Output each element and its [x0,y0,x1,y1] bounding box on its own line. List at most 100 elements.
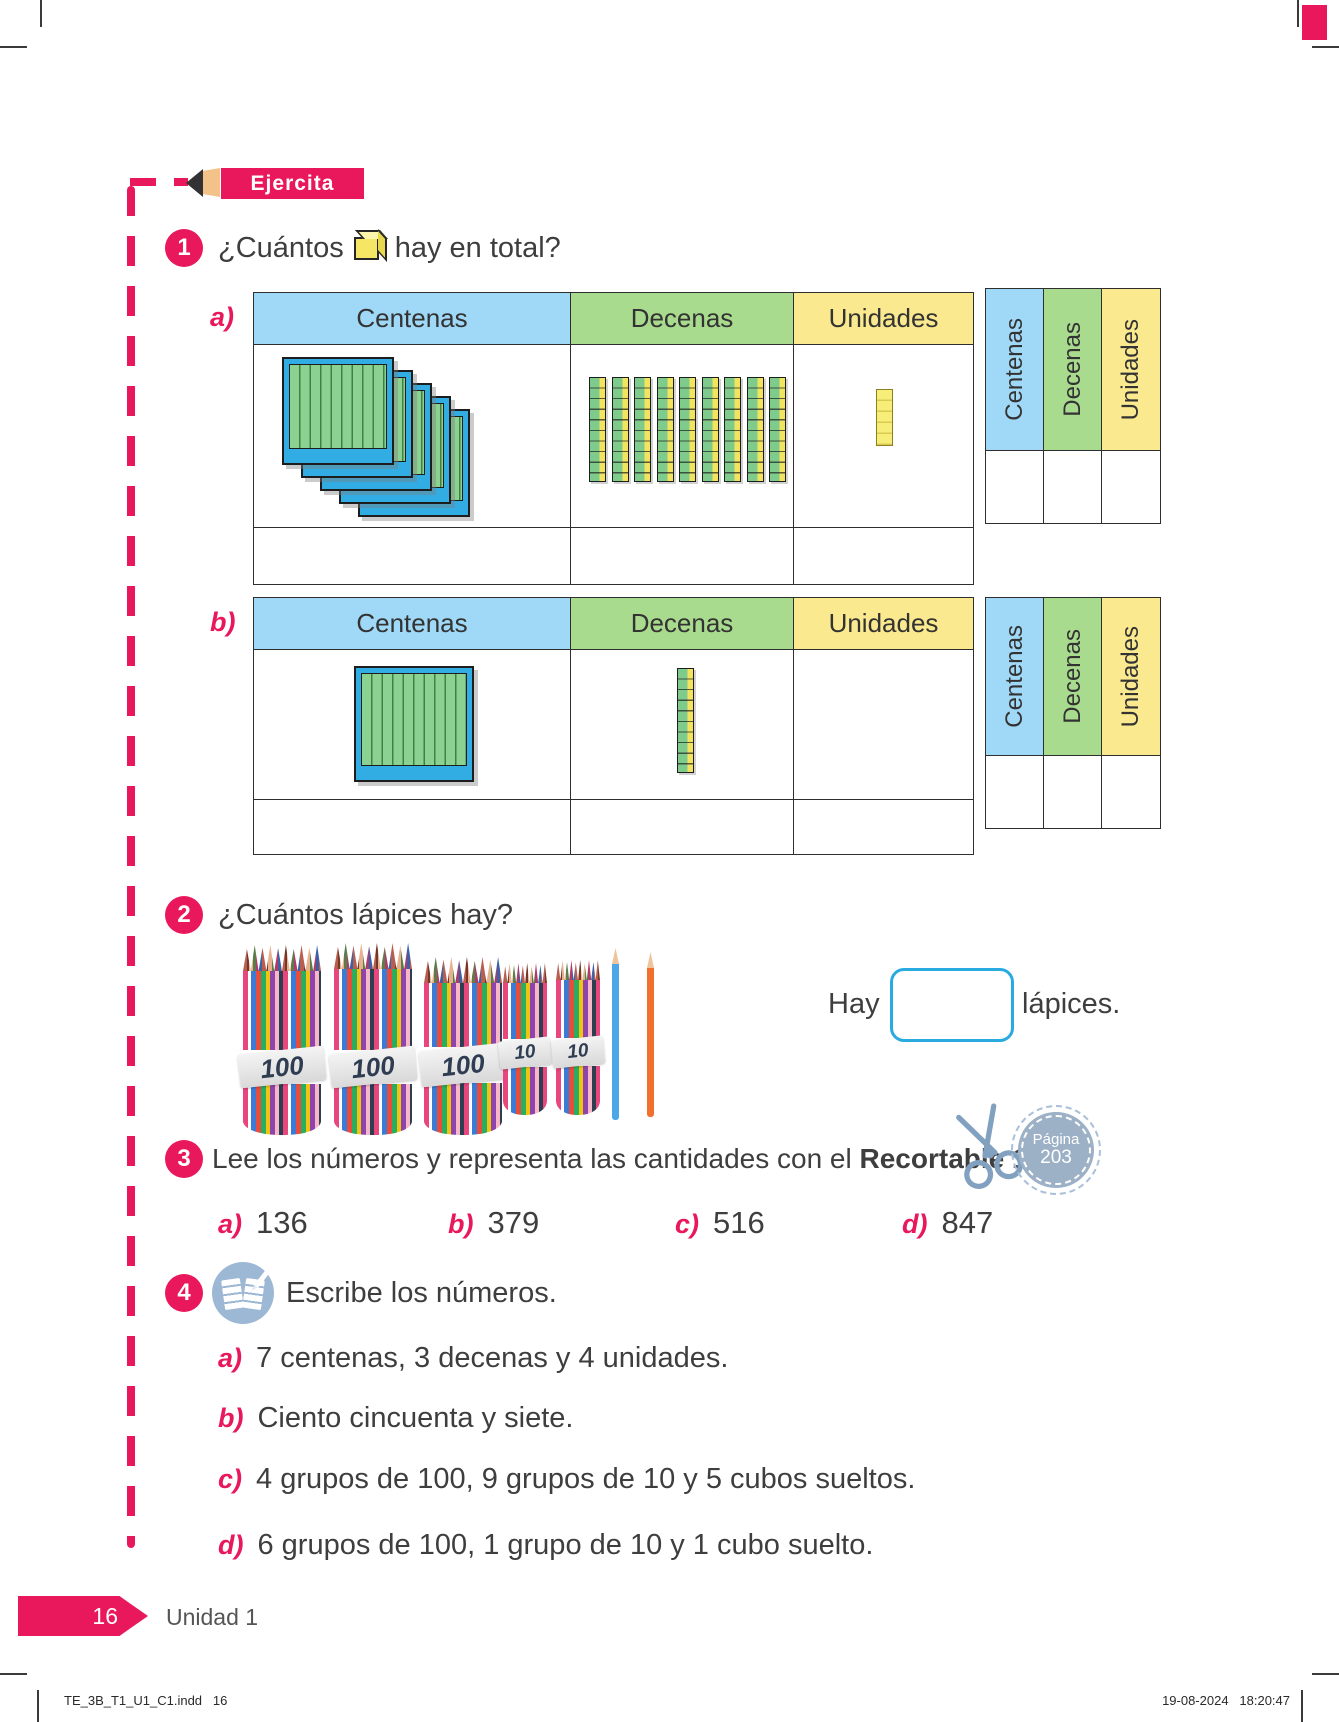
bundle-label-band: 100 [237,1045,327,1089]
pencil-shafts-bottom [503,1067,547,1115]
answer-prefix-text: Hay [828,987,880,1020]
page-number-pennant: 16 [18,1596,148,1636]
answer-cell[interactable] [571,528,794,584]
option-d): d) 847 [902,1205,993,1241]
ten-rod [701,377,719,482]
column-header-centenas: Centenas [254,293,571,345]
crop-mark [1301,1690,1303,1722]
unit-label: Unidad 1 [166,1604,259,1630]
place-value-table-a): Centenas Decenas Unidades [253,292,974,585]
pencil-tips [334,943,412,969]
exercise4-item-c): c) 4 grupos de 100, 9 grupos de 10 y 5 cu… [218,1463,915,1496]
ten-rod [656,377,674,482]
column-header-unidades: Unidades [794,598,973,650]
item-label-b): b) [210,607,236,637]
pencil-tips [503,963,547,983]
bundle-label-band: 100 [328,1045,418,1089]
ten-rod [679,377,696,482]
mini-answer-cell[interactable] [1044,451,1102,523]
option-value: 379 [487,1205,540,1240]
pencil-bundle-100: 100 [328,943,418,1135]
mini-header-text: Centenas [1000,625,1028,728]
option-value: 847 [941,1205,994,1240]
pencil-icon-body [203,168,220,197]
loose-pencil [612,948,619,1120]
answer-cell[interactable] [571,800,794,854]
exercise3-instruction: Lee los números y representa las cantida… [212,1140,1035,1178]
crop-mark [40,0,42,27]
exercise1-question-suffix: hay en total? [394,231,561,264]
mini-header-text: Unidades [1117,318,1144,421]
mini-answer-cell[interactable] [1102,756,1160,828]
pencil-bundle-100: 100 [418,957,508,1135]
print-slug-left: TE_3B_T1_U1_C1.indd 16 [64,1693,228,1708]
exercise3-instruction-regular: Lee los números y representa las cantida… [212,1143,860,1174]
notebook-icon [212,1262,274,1324]
exercise4-item-b): b) Ciento cincuenta y siete. [218,1402,573,1435]
item-letter: d) [218,1530,244,1560]
mini-answer-cell[interactable] [1044,756,1102,828]
loose-pencil-tip [612,948,619,964]
mini-answer-cell[interactable] [986,451,1044,523]
answer-cell[interactable] [794,528,973,584]
column-header-unidades: Unidades [794,293,973,345]
crop-mark [1297,0,1299,27]
loose-pencil-body [647,968,654,1117]
bundle-label-band: 10 [550,1035,606,1069]
exercise4-item-a): a) 7 centenas, 3 decenas y 4 unidades. [218,1342,728,1375]
blocks-cell [794,345,973,528]
mini-answer-cell[interactable] [1102,451,1160,523]
mini-header-text: Unidades [1117,625,1144,728]
answer-cell[interactable] [254,800,571,854]
ten-rod [746,377,764,482]
exercise4-number: 4 [165,1274,203,1312]
crop-mark [0,1673,27,1675]
option-value: 136 [256,1205,308,1240]
dashed-guide-horizontal [130,178,188,186]
page-number: 16 [92,1602,118,1629]
ten-rod [769,377,786,482]
item-letter: a) [218,1343,243,1373]
ten-rod [589,377,606,482]
bundle-label-band: 10 [497,1036,553,1070]
pencil-bundle-10: 10 [497,963,553,1115]
exercise2-number: 2 [165,896,203,934]
item-text: 7 centenas, 3 decenas y 4 unidades. [256,1342,729,1374]
exercise1-question: ¿Cuántos hay en total? [218,229,561,267]
answer-box[interactable] [890,968,1014,1042]
option-a): a) 136 [218,1205,308,1241]
answer-cell[interactable] [254,528,571,584]
pencil-tips [243,945,321,971]
mini-header-text: Decenas [1058,322,1086,417]
mini-answer-cell[interactable] [986,756,1044,828]
exercise1-question-prefix: ¿Cuántos [218,231,344,264]
answer-cell[interactable] [794,800,973,854]
loose-pencil [647,952,654,1117]
crop-mark [0,46,27,48]
pencil-shafts [424,983,502,1047]
mini-header-text: Centenas [1000,318,1028,421]
column-header-centenas: Centenas [254,598,571,650]
hundred-block [282,357,394,465]
option-label: a) [218,1209,243,1239]
option-value: 516 [713,1205,765,1240]
loose-pencil-tip [647,952,654,968]
ten-rod [634,377,651,482]
pencil-bundle-10: 10 [550,960,606,1115]
mini-column-header-centenas: Centenas [986,289,1044,451]
pencil-shafts [334,969,412,1050]
item-label-a): a) [210,302,235,332]
option-label: b) [448,1209,474,1239]
mini-column-header-decenas: Decenas [1044,598,1102,756]
exercise4-item-d): d) 6 grupos de 100, 1 grupo de 10 y 1 cub… [218,1529,873,1562]
exercise4-instruction: Escribe los números. [286,1274,557,1312]
pencil-shafts-bottom [424,1083,502,1135]
mini-place-value-table-b): Centenas Decenas Unidades [985,597,1161,829]
bundle-label-band: 100 [418,1042,508,1088]
option-label: d) [902,1209,928,1239]
answer-suffix: lápices. [1022,985,1120,1023]
print-slug-right: 19-08-2024 18:20:47 [1162,1693,1290,1708]
pencil-shafts-bottom [243,1084,321,1135]
exercise2-question-text: ¿Cuántos lápices hay? [218,898,513,931]
